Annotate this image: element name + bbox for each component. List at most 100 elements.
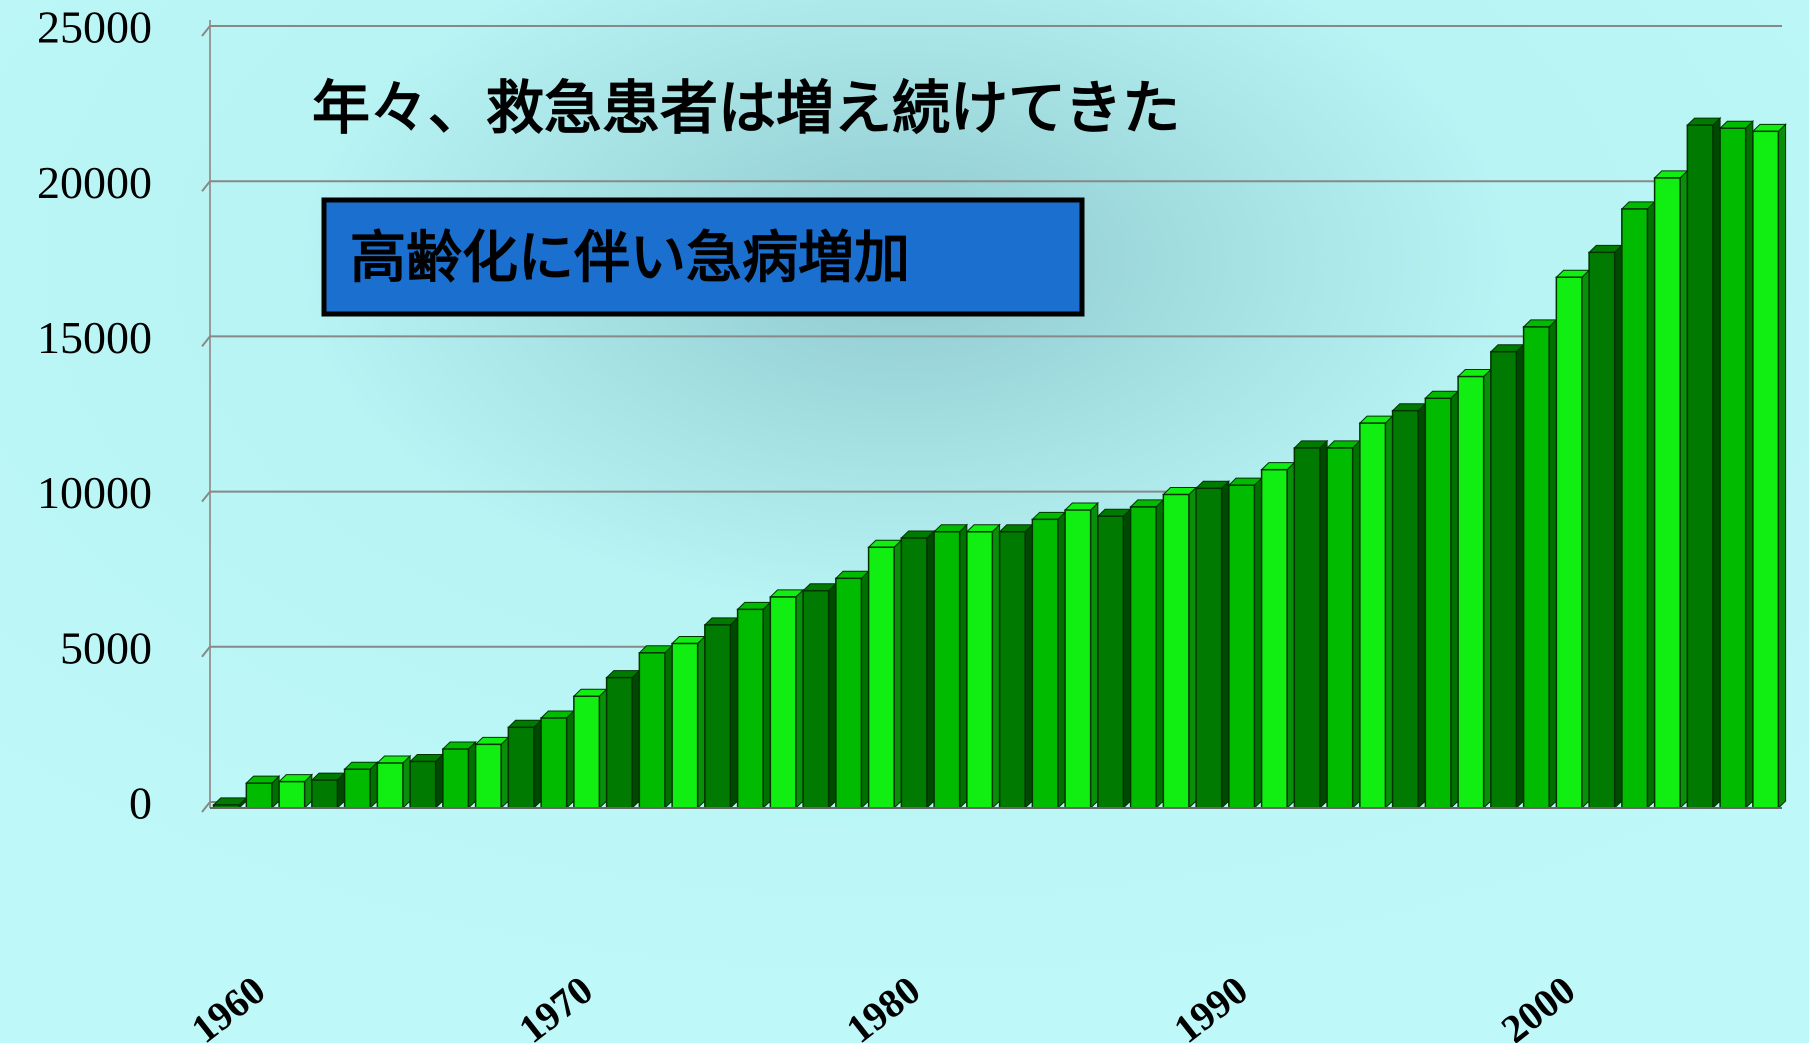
bar	[1097, 515, 1125, 809]
y-tick-label: 5000	[60, 622, 152, 673]
bar-side	[1384, 414, 1394, 810]
bar-side	[795, 588, 804, 810]
tick-mark	[201, 25, 211, 37]
bar-side	[631, 669, 640, 810]
bar	[1752, 130, 1780, 809]
bar	[704, 624, 732, 809]
bar-side	[1614, 244, 1623, 810]
tick-mark	[201, 180, 211, 192]
bar-side	[1679, 169, 1688, 810]
bar-side	[893, 539, 902, 810]
annotation: 高齢化に伴い急病増加	[350, 226, 910, 291]
bar	[409, 760, 437, 809]
bar	[540, 717, 568, 809]
bar-side	[1024, 523, 1033, 810]
bar	[900, 537, 928, 809]
tick-mark	[201, 335, 211, 348]
bar	[507, 726, 535, 809]
bar	[442, 748, 470, 809]
y-tick-label: 15000	[37, 312, 152, 363]
bar-side	[1483, 368, 1492, 810]
bar	[1588, 251, 1616, 809]
bar-side	[1221, 480, 1230, 810]
bar-side	[926, 529, 935, 810]
bar	[1424, 397, 1452, 809]
tick-mark	[201, 490, 211, 503]
bar	[1260, 468, 1288, 809]
bar-side	[664, 644, 673, 810]
bar	[933, 530, 961, 809]
bar	[1064, 509, 1092, 809]
bar-side	[1450, 390, 1459, 810]
bar	[1195, 487, 1223, 809]
bar	[245, 782, 273, 809]
bar	[998, 530, 1026, 809]
bar	[1686, 124, 1714, 809]
bar-side	[1548, 318, 1557, 810]
bar	[802, 589, 830, 809]
bar-side	[435, 753, 444, 810]
bar-side	[467, 740, 477, 810]
bar-side	[1319, 439, 1328, 810]
bar-side	[1777, 123, 1787, 810]
tick-mark	[201, 801, 211, 813]
bar-side	[1155, 498, 1164, 810]
bar	[343, 768, 371, 809]
bar	[1522, 326, 1550, 809]
bar	[1719, 127, 1747, 809]
bar-side	[828, 582, 837, 810]
chart-title: 年々、救急患者は増え続けてきた	[312, 74, 1180, 142]
bar	[638, 652, 666, 809]
y-tick-label: 25000	[37, 2, 152, 53]
bar	[474, 743, 502, 809]
bar-side	[1188, 486, 1197, 810]
annotation-box	[321, 197, 1085, 317]
bar	[1293, 447, 1321, 809]
bar	[1162, 493, 1190, 809]
bar	[867, 546, 895, 809]
bar-side	[566, 709, 575, 810]
bar-side	[1286, 461, 1295, 810]
bar	[1359, 422, 1387, 809]
bar	[769, 596, 797, 809]
bar-side	[1352, 439, 1361, 810]
bar-side	[860, 570, 870, 810]
bar	[1653, 177, 1681, 809]
bar	[605, 676, 633, 809]
bar-side	[1122, 508, 1132, 810]
bar	[671, 642, 699, 809]
bar	[736, 608, 764, 809]
bar	[1129, 506, 1157, 809]
bar-side	[1581, 269, 1590, 810]
y-tick-label: 20000	[37, 157, 152, 208]
tick-mark	[201, 646, 211, 658]
bar	[1228, 484, 1256, 809]
bar-side	[697, 635, 706, 810]
bar-side	[1057, 511, 1066, 810]
bar	[1391, 409, 1419, 809]
y-tick-label: 0	[129, 778, 152, 829]
bar	[573, 695, 601, 809]
bar	[1555, 276, 1583, 809]
bar-side	[1712, 116, 1721, 810]
bar-side	[729, 616, 739, 810]
bar-side	[369, 761, 378, 810]
bar-side	[991, 523, 1001, 810]
bar	[1490, 350, 1518, 809]
bar-side	[533, 719, 542, 810]
bar-side	[598, 688, 608, 810]
bar	[835, 577, 863, 809]
bar	[376, 762, 404, 809]
bar-side	[1515, 343, 1525, 810]
bar	[1621, 208, 1649, 809]
bar	[278, 780, 306, 809]
bar-side	[402, 754, 411, 810]
bar-side	[1090, 501, 1099, 810]
bar-side	[1253, 477, 1263, 810]
bar-side	[500, 736, 509, 810]
bar	[311, 779, 339, 809]
bar	[1457, 375, 1485, 809]
bar-side	[1417, 402, 1426, 810]
bar-side	[1745, 120, 1754, 810]
